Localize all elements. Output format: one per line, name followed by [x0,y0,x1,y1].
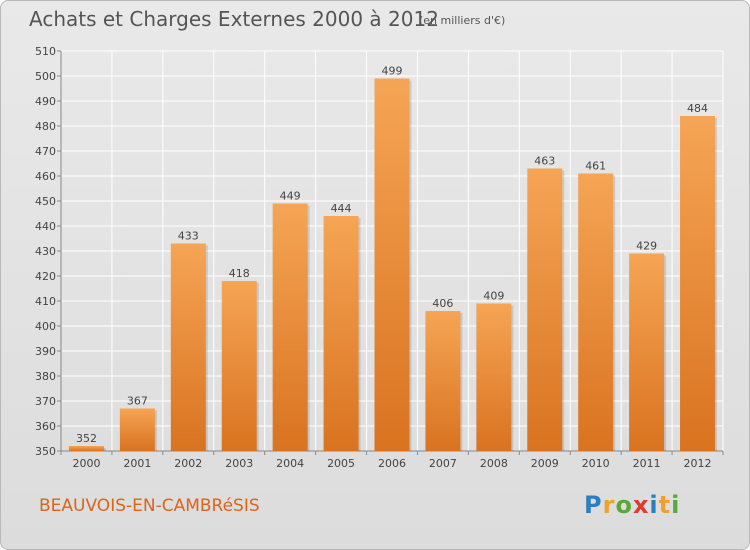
data-label: 352 [76,432,97,445]
y-tick-label: 470 [35,145,56,158]
x-tick-label: 2002 [174,457,202,470]
data-label: 449 [280,190,301,203]
logo-letter: P [584,491,603,519]
data-label: 409 [483,290,504,303]
bar [323,216,359,451]
x-tick-label: 2004 [276,457,304,470]
y-tick-label: 480 [35,120,56,133]
chart-title: Achats et Charges Externes 2000 à 2012 [29,7,439,31]
bar [476,303,512,451]
y-tick-label: 510 [35,45,56,58]
x-tick-label: 2007 [429,457,457,470]
y-tick-label: 380 [35,370,56,383]
bar [374,78,410,451]
bar [425,311,461,451]
proxiti-logo[interactable]: Proxiti [584,491,680,519]
chart-subtitle: (en milliers d'€) [419,14,506,27]
logo-letter: r [602,491,616,519]
x-tick-label: 2006 [378,457,406,470]
y-tick-label: 370 [35,395,56,408]
x-tick-label: 2008 [480,457,508,470]
y-tick-label: 420 [35,270,56,283]
x-tick-label: 2010 [582,457,610,470]
logo-letter: i [671,491,681,519]
y-tick-label: 410 [35,295,56,308]
x-tick-label: 2003 [225,457,253,470]
y-tick-label: 500 [35,70,56,83]
data-label: 461 [585,160,606,173]
y-tick-label: 350 [35,445,56,458]
bar [272,203,308,451]
x-tick-label: 2009 [531,457,559,470]
data-label: 433 [178,230,199,243]
logo-letter: x [632,491,650,519]
logo-letter: t [658,491,672,519]
data-label: 463 [534,155,555,168]
bar [629,253,665,451]
x-tick-label: 2012 [684,457,712,470]
y-tick-label: 400 [35,320,56,333]
data-label: 367 [127,395,148,408]
bar [68,446,104,451]
y-tick-label: 440 [35,220,56,233]
bars [68,78,718,451]
x-tick-label: 2011 [633,457,661,470]
y-tick-label: 450 [35,195,56,208]
y-tick-label: 430 [35,245,56,258]
bar [527,168,563,451]
data-label: 499 [382,65,403,78]
data-label: 418 [229,267,250,280]
data-label: 429 [636,240,657,253]
bar [119,408,155,451]
logo-letter: o [615,491,633,519]
bar [680,116,716,451]
x-tick-label: 2005 [327,457,355,470]
y-tick-label: 360 [35,420,56,433]
logo-letter: i [649,491,659,519]
y-tick-label: 390 [35,345,56,358]
bar [170,243,206,451]
bar [578,173,614,451]
y-tick-label: 490 [35,95,56,108]
tick-labels: 350 360 370 380 390 400 410 420 430 440 450 460 470 4… [35,45,712,470]
place-name: BEAUVOIS-EN-CAMBRéSIS [39,496,260,516]
x-tick-label: 2001 [123,457,151,470]
bar [221,281,257,451]
data-label: 406 [432,297,453,310]
data-label: 444 [331,202,352,215]
data-label: 484 [687,102,708,115]
x-tick-label: 2000 [72,457,100,470]
y-tick-label: 460 [35,170,56,183]
